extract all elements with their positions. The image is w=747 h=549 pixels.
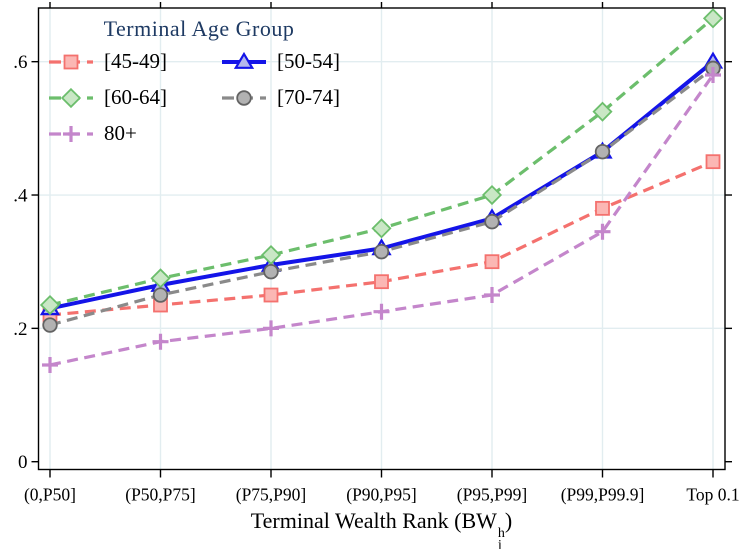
legend-label: [70-74]: [277, 85, 340, 109]
x-axis-title-prefix: Terminal Wealth Rank (BW: [250, 508, 497, 533]
marker-square: [484, 254, 500, 270]
y-tick-label: .4: [13, 186, 28, 207]
x-axis-title-sub: j: [497, 538, 502, 549]
series-[70-74]: [42, 60, 721, 333]
legend-label: [45-49]: [104, 49, 167, 73]
marker-square: [63, 54, 79, 69]
x-tick-label: Top 0.1: [686, 485, 739, 505]
legend-label: 80+: [104, 121, 137, 145]
legend-label: [60-64]: [104, 85, 167, 109]
legend-label: [50-54]: [277, 49, 340, 73]
marker-square: [705, 154, 721, 170]
legend-swatch: [222, 51, 266, 69]
marker-diamond: [592, 101, 613, 122]
marker-circle: [263, 263, 279, 280]
marker-circle: [594, 143, 611, 160]
marker-plus: [63, 125, 79, 142]
series-80+: [42, 67, 721, 374]
legend-item-70-74: [70-74]: [221, 85, 350, 110]
marker-diamond: [60, 87, 82, 108]
marker-plus: [263, 320, 279, 337]
x-tick-label: (0,P50]: [24, 485, 76, 505]
marker-circle: [236, 89, 252, 106]
x-axis-title: Terminal Wealth Rank (BW h j): [38, 508, 725, 549]
x-axis-title-sup: h: [497, 526, 505, 541]
marker-diamond: [702, 8, 724, 29]
marker-circle: [152, 287, 169, 303]
marker-diamond: [39, 294, 61, 316]
legend-swatch: [49, 87, 93, 108]
marker-plus: [594, 223, 611, 240]
marker-diamond: [481, 184, 503, 206]
marker-circle: [484, 213, 500, 230]
y-tick-label: 0: [18, 452, 28, 473]
marker-square: [374, 274, 389, 290]
marker-circle: [373, 243, 390, 260]
marker-plus: [484, 287, 500, 304]
legend-title: Terminal Age Group: [103, 16, 295, 41]
marker-plus: [42, 357, 58, 374]
marker-diamond: [371, 218, 392, 239]
x-tick-label: (P95,P99]: [457, 485, 528, 505]
marker-diamond: [260, 244, 282, 266]
series-[60-64]: [39, 8, 724, 316]
x-tick-label: (P90,P95]: [346, 485, 417, 505]
legend-items: [45-49] [50-54] [60-64] [70-74] 80+: [48, 49, 350, 146]
x-tick-label: (P99,P99.9]: [561, 485, 645, 505]
chart-legend: Terminal Age Group [45-49] [50-54] [60-64]…: [48, 16, 350, 146]
marker-circle: [42, 317, 58, 333]
legend-item-60-64: [60-64]: [48, 85, 221, 110]
marker-triangle: [233, 51, 255, 69]
marker-plus: [152, 333, 169, 350]
marker-plus: [373, 303, 390, 320]
marker-diamond: [150, 268, 171, 289]
legend-swatch: [49, 54, 93, 69]
legend-swatch: [222, 89, 266, 106]
x-tick-label: (P50,P75]: [125, 485, 196, 505]
series-[45-49]: [42, 154, 721, 323]
y-tick-label: .2: [13, 319, 27, 340]
legend-item-45-49: [45-49]: [48, 49, 221, 74]
marker-plus: [705, 67, 721, 84]
x-axis-title-suffix: ): [504, 508, 513, 533]
marker-square: [595, 200, 610, 216]
x-tick-label: (P75,P90]: [236, 485, 307, 505]
legend-item-80+: 80+: [48, 121, 221, 146]
legend-item-50-54: [50-54]: [221, 49, 350, 74]
y-tick-label: .6: [13, 52, 27, 73]
legend-swatch: [49, 125, 93, 142]
marker-square: [263, 287, 279, 303]
